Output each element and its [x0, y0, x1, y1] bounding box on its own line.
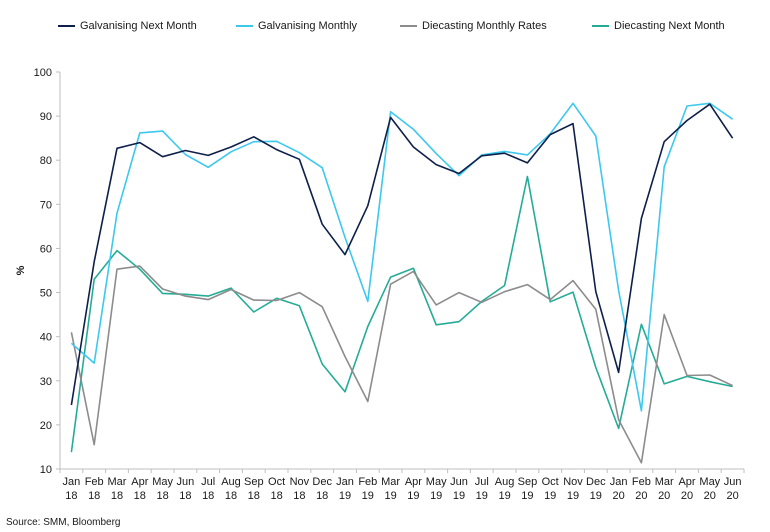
x-tick-label: Feb 20 [632, 476, 651, 502]
x-tick-label: May 18 [152, 476, 173, 502]
x-tick-label: Nov 18 [290, 476, 310, 502]
x-tick-label: Mar 20 [655, 476, 674, 502]
legend-label: Diecasting Monthly Rates [422, 20, 547, 32]
x-tick-label: Jan 19 [336, 476, 354, 502]
x-tick-label: Jan 18 [63, 476, 81, 502]
x-tick-label: Jun 18 [177, 476, 195, 502]
x-tick-label: Mar 18 [108, 476, 127, 502]
x-tick-label: Feb 19 [358, 476, 377, 502]
series-line-3 [70, 265, 733, 464]
x-tick-label: May 20 [699, 476, 720, 502]
source-note: Source: SMM, Bloomberg [6, 517, 121, 528]
x-tick-label: Jun 19 [450, 476, 468, 502]
legend-label: Galvanising Monthly [258, 20, 358, 32]
x-tick-label: Jun 20 [724, 476, 742, 502]
legend-label: Galvanising Next Month [80, 20, 197, 32]
legend-swatch [400, 25, 417, 27]
x-tick-label: Oct 19 [542, 476, 559, 502]
x-tick-label: Dec 18 [312, 476, 332, 502]
x-tick-label: Mar 19 [381, 476, 400, 502]
legend-swatch [236, 25, 253, 27]
x-tick-label: Apr 18 [131, 476, 148, 502]
y-tick-label: 100 [34, 67, 52, 79]
y-tick-label: 60 [40, 243, 52, 255]
legend-swatch [592, 25, 609, 27]
legend-item: Galvanising Monthly [236, 20, 357, 32]
y-tick-label: 10 [40, 464, 52, 476]
chart-legend: Galvanising Next Month Galvanising Monthl… [58, 20, 750, 38]
x-tick-label: Jan 20 [610, 476, 628, 502]
legend-item: Diecasting Monthly Rates [400, 20, 547, 32]
x-tick-label: Feb 18 [85, 476, 104, 502]
y-tick-label: 40 [40, 332, 52, 344]
x-tick-label: Apr 19 [405, 476, 422, 502]
x-tick-label: Aug 18 [221, 476, 241, 502]
x-tick-label: Jul 19 [475, 476, 489, 502]
x-tick-label: Jul 18 [201, 476, 215, 502]
y-tick-label: 90 [40, 111, 52, 123]
x-tick-label: Aug 19 [495, 476, 515, 502]
series-line-2 [70, 102, 734, 412]
x-tick-label: Sep 19 [518, 476, 538, 502]
x-tick-label: Nov 19 [563, 476, 583, 502]
series-line-4 [70, 175, 733, 453]
legend-swatch [58, 25, 75, 27]
series-line-1 [70, 103, 734, 406]
x-tick-label: Oct 18 [268, 476, 285, 502]
y-tick-label: 50 [40, 288, 52, 300]
y-tick-label: 30 [40, 376, 52, 388]
y-tick-label: 20 [40, 420, 52, 432]
y-tick-label: 70 [40, 199, 52, 211]
legend-item: Galvanising Next Month [58, 20, 197, 32]
legend-label: Diecasting Next Month [614, 20, 725, 32]
legend-item: Diecasting Next Month [592, 20, 725, 32]
x-tick-label: Apr 20 [678, 476, 695, 502]
y-axis-title: % [15, 265, 27, 275]
x-tick-label: Dec 19 [586, 476, 606, 502]
y-tick-label: 80 [40, 155, 52, 167]
x-tick-label: May 19 [426, 476, 447, 502]
x-tick-label: Sep 18 [244, 476, 264, 502]
